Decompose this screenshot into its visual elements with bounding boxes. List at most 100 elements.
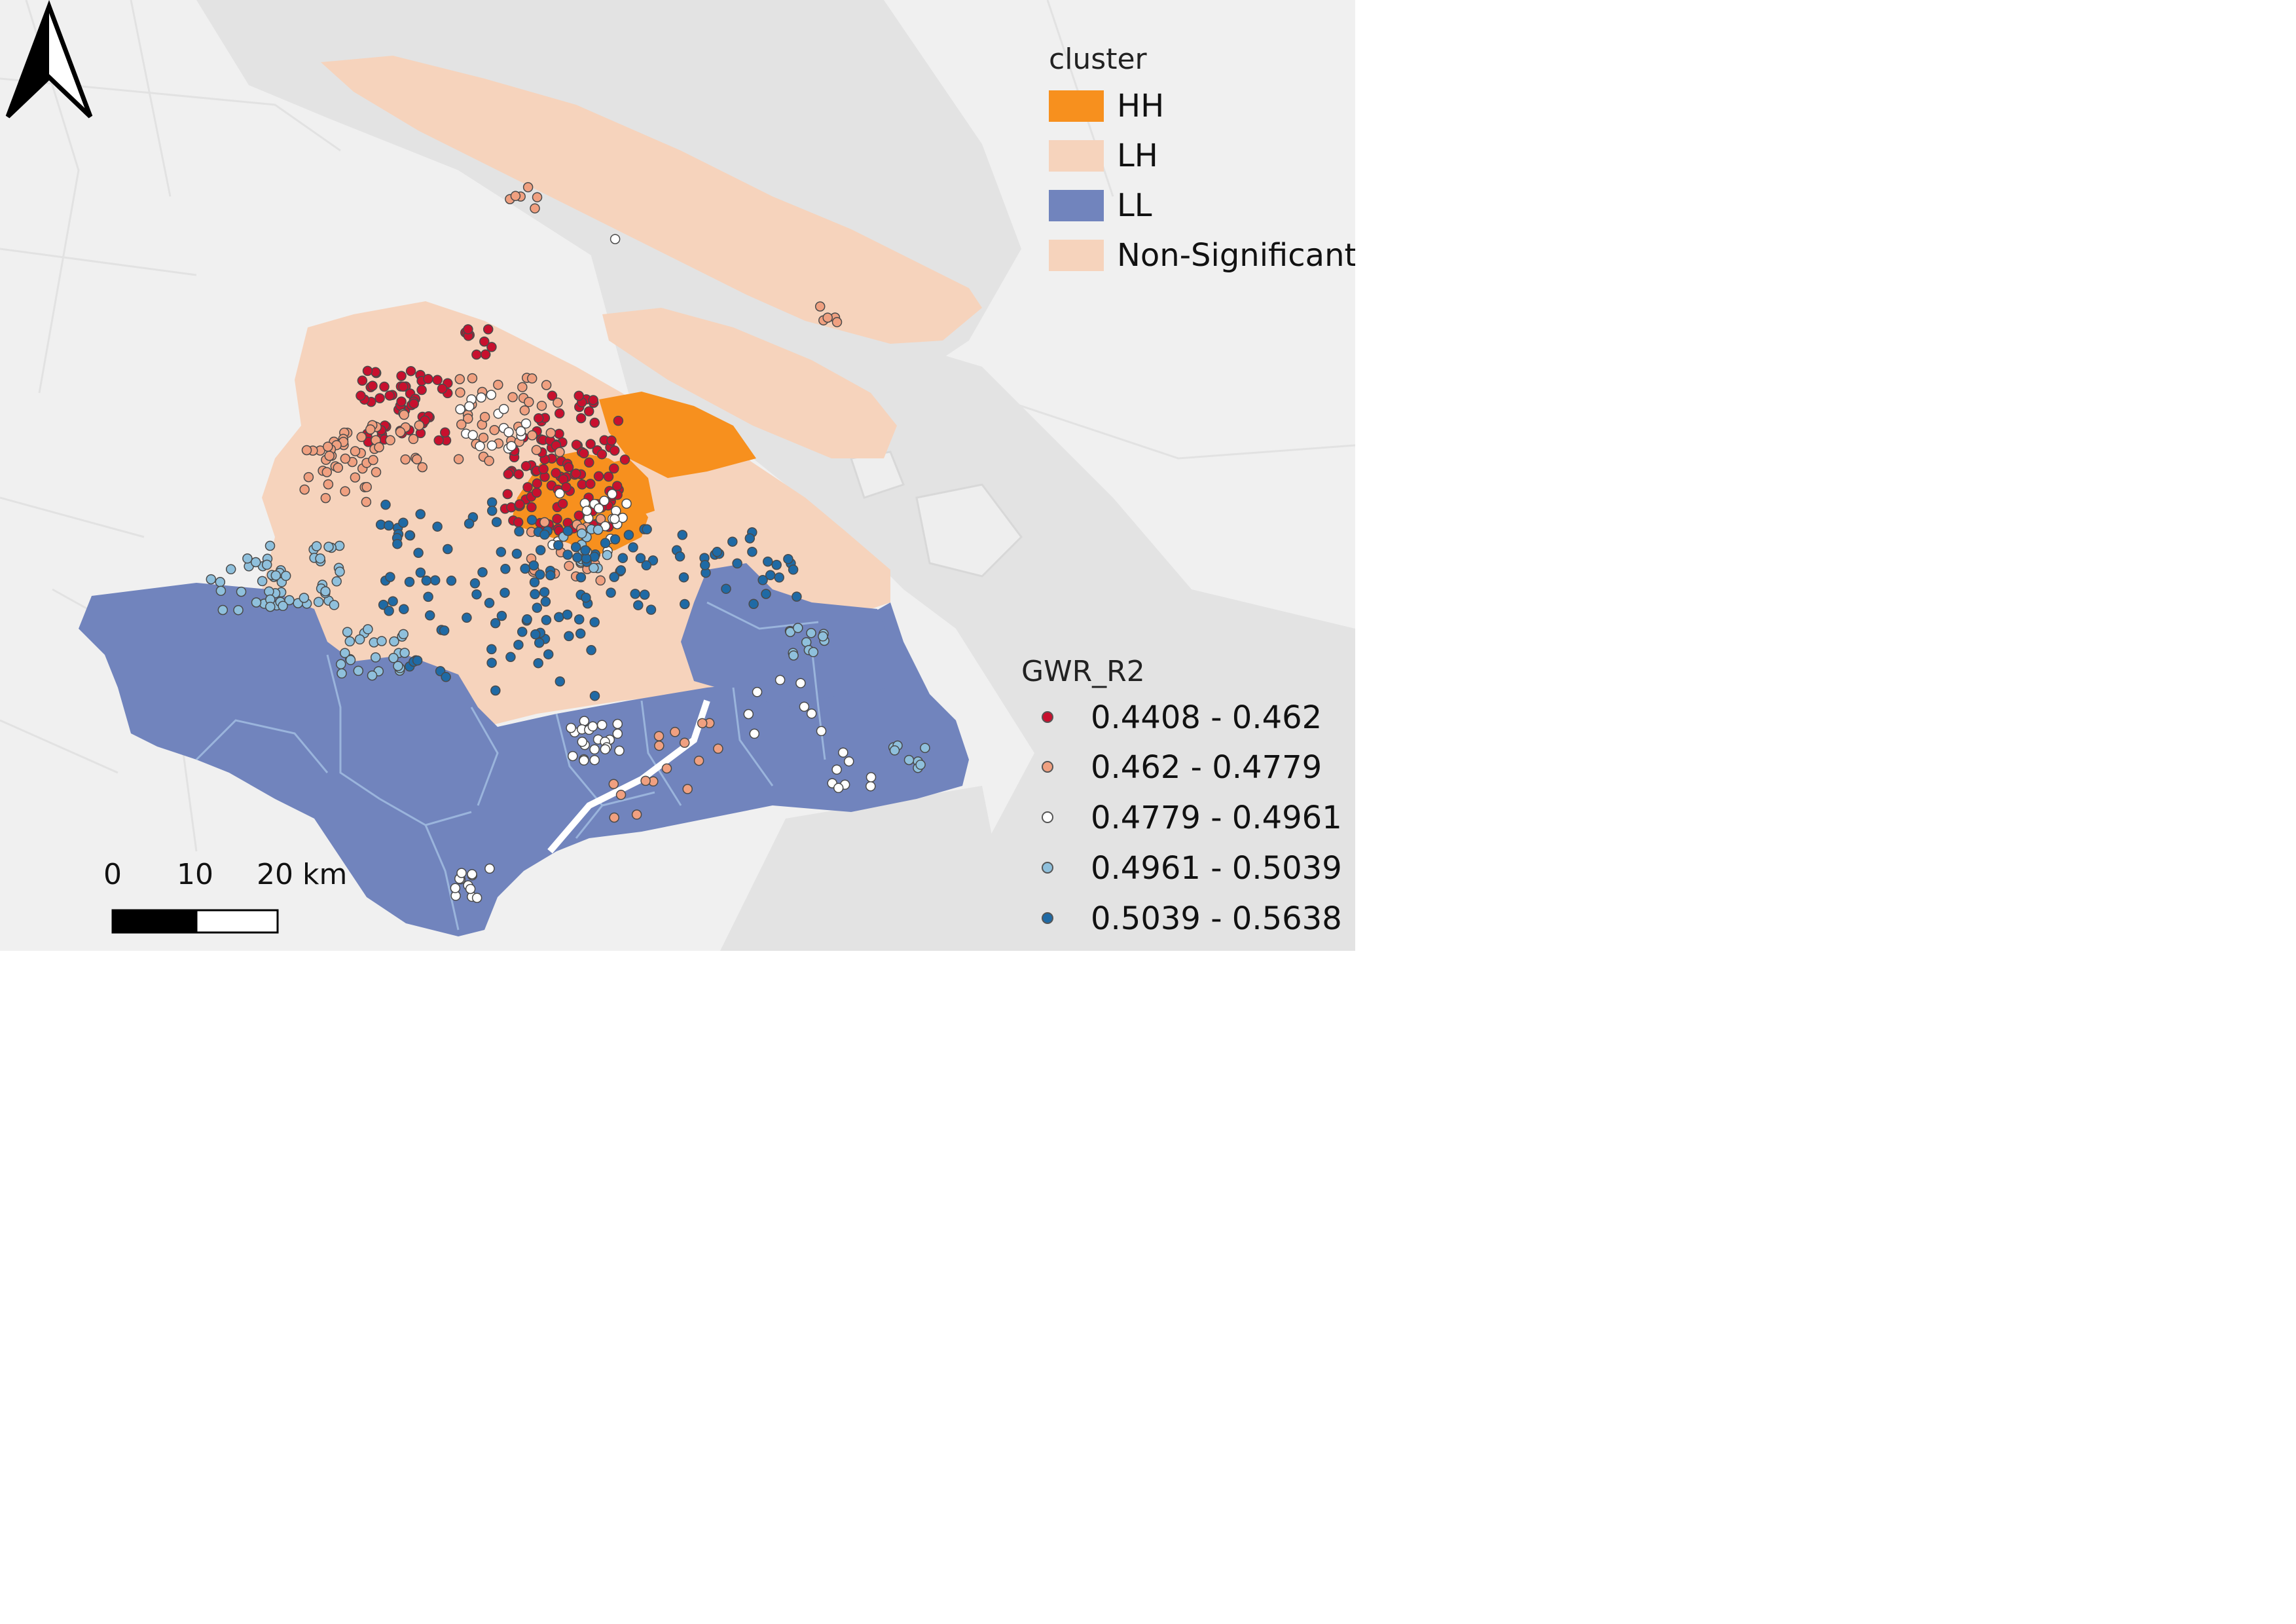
gwr-point: [311, 541, 322, 551]
gwr-point: [331, 576, 342, 587]
gwr-point: [398, 629, 409, 640]
cluster-swatch-ll: [1049, 190, 1104, 221]
gwr-point: [575, 413, 587, 424]
gwr-point: [396, 396, 407, 407]
gwr-point: [818, 631, 828, 642]
gwr-point: [744, 533, 756, 544]
gwr-point: [541, 615, 552, 625]
gwr-point: [250, 557, 261, 568]
gwr-point: [588, 395, 598, 405]
north-arrow-icon: [5, 0, 93, 119]
gwr-point: [700, 560, 710, 570]
gwr-point: [584, 457, 594, 468]
gwr-point: [384, 520, 394, 531]
gwr-point: [831, 764, 842, 775]
gwr-point: [532, 478, 543, 489]
map-canvas[interactable]: 0 10 20 km cluster HH LH LL Non-Signific…: [0, 0, 1355, 951]
gwr-point: [615, 790, 627, 800]
gwr-point: [535, 569, 545, 580]
gwr-point: [453, 454, 464, 464]
gwr-point: [490, 685, 501, 696]
gwr-point: [531, 445, 542, 455]
gwr-point: [609, 463, 619, 474]
gwr-point: [757, 575, 768, 585]
gwr-point: [532, 602, 543, 613]
gwr-point: [564, 561, 574, 571]
gwr-point: [356, 432, 367, 443]
gwr-point: [335, 659, 346, 670]
gwr-point: [477, 567, 488, 578]
gwr-point: [727, 536, 738, 547]
gwr-point: [539, 517, 550, 528]
gwr-point: [592, 525, 604, 535]
gwr-point: [785, 627, 795, 637]
gwr-point: [414, 420, 425, 431]
gwr-point: [586, 645, 596, 655]
gwr-point: [484, 863, 495, 874]
gwr-point: [413, 547, 424, 559]
gwr-point: [415, 567, 426, 578]
gwr-point: [713, 743, 723, 754]
gwr-point: [455, 404, 465, 415]
gwr-point: [555, 447, 565, 458]
gwr-point: [505, 652, 516, 663]
gwr-point: [526, 373, 538, 384]
gwr-point: [350, 446, 361, 456]
gwr-point: [553, 540, 564, 551]
gwr-point: [793, 623, 803, 633]
gwr-point: [405, 365, 416, 377]
gwr-point: [484, 456, 494, 466]
gwr-point: [479, 336, 490, 347]
gwr-point: [539, 587, 550, 597]
gwr-point: [633, 600, 644, 610]
gwr-point: [503, 427, 514, 437]
gwr-point: [486, 440, 498, 451]
gwr-point: [568, 750, 578, 762]
gwr-point: [437, 383, 448, 394]
gwr-point: [405, 530, 415, 541]
gwr-point: [587, 721, 598, 732]
gwr-point: [539, 529, 550, 540]
gwr-point: [554, 408, 565, 419]
gwr-point: [486, 497, 498, 507]
cluster-label-ll: LL: [1117, 187, 1152, 224]
gwr-label-1: 0.4408 - 0.462: [1091, 699, 1322, 736]
gwr-point: [483, 324, 494, 335]
scale-label-20km: 20 km: [257, 858, 347, 891]
gwr-point: [743, 709, 754, 720]
gwr-point: [423, 374, 433, 384]
water-islands: [850, 451, 1023, 578]
gwr-point: [581, 506, 592, 516]
gwr-point: [368, 454, 378, 466]
map-panel: 0 10 20 km cluster HH LH LL Non-Signific…: [0, 0, 1355, 951]
gwr-point: [429, 575, 441, 585]
gwr-point: [393, 661, 403, 671]
gwr-point: [321, 467, 333, 477]
gwr-point: [628, 542, 638, 553]
gwr-point: [480, 349, 491, 360]
gwr-point: [612, 718, 623, 729]
gwr-point: [513, 639, 524, 650]
gwr-point: [264, 540, 276, 551]
gwr-point: [596, 449, 608, 460]
gwr-point: [765, 570, 776, 581]
gwr-point: [463, 324, 473, 335]
gwr-swatch-4: [1042, 862, 1053, 874]
gwr-point: [463, 413, 473, 424]
gwr-point: [615, 565, 627, 576]
gwr-point: [822, 312, 833, 323]
gwr-point: [342, 627, 353, 637]
gwr-point: [533, 657, 543, 669]
gwr-point: [606, 587, 616, 598]
cluster-label-lh: LH: [1117, 138, 1158, 174]
gwr-point: [502, 489, 513, 500]
cluster-legend: cluster HH LH LL Non-Significant: [1049, 43, 1355, 274]
region-ll-east-block: [681, 563, 890, 707]
gwr-point: [370, 652, 381, 663]
gwr-point: [440, 427, 450, 438]
gwr-point: [365, 424, 376, 435]
gwr-point: [225, 564, 236, 575]
gwr-point: [774, 572, 784, 583]
gwr-point: [679, 737, 690, 748]
gwr-point: [792, 591, 802, 602]
